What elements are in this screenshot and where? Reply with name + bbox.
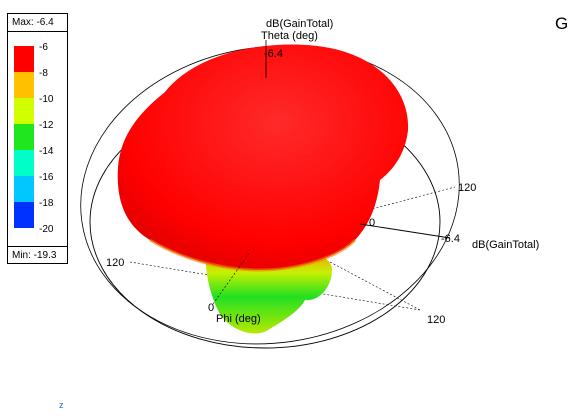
legend-tick: -20 <box>39 224 54 235</box>
legend-min-label: Min: -19.3 <box>8 246 67 263</box>
legend-tick: -14 <box>39 146 54 157</box>
phi-axis-line <box>212 251 251 305</box>
legend-swatch-blue <box>14 202 34 228</box>
right-value-label: -6.4 <box>441 233 460 245</box>
legend-tick: -8 <box>39 68 48 79</box>
mid-value-label: 0 <box>369 217 375 229</box>
pattern-back-lobe <box>205 252 333 334</box>
legend-tick: -6 <box>39 42 48 53</box>
phi-axis-label: Phi (deg) <box>216 313 261 325</box>
legend-swatch-green <box>14 124 34 150</box>
right-tick-120-label: 120 <box>458 182 476 194</box>
left-tick-120-label: 120 <box>106 257 124 269</box>
legend-swatch-cyan <box>14 176 34 202</box>
axis-triad-z-icon: z <box>59 400 64 410</box>
grid-axis-line <box>129 261 421 311</box>
theta-axis-label: Theta (deg) <box>261 30 318 42</box>
gain-axis-line <box>359 223 451 239</box>
legend-swatch-aqua <box>14 150 34 176</box>
top-value-label: -6.4 <box>264 48 283 60</box>
right-quantity-label: dB(GainTotal) <box>472 239 539 251</box>
legend-swatch-orange <box>14 72 34 98</box>
window-title-fragment: G <box>555 14 569 33</box>
color-scale-legend: Max: -6.4 -6 -8 -10 -12 -14 -16 -18 -20 … <box>7 13 68 264</box>
pattern-main-lobe <box>117 44 409 270</box>
phi-zero-label: 0 <box>208 302 214 314</box>
legend-tick: -12 <box>39 120 54 131</box>
pattern-lobe-rim <box>149 238 357 272</box>
legend-tick: -10 <box>39 94 54 105</box>
axis-triad-z-label: z <box>59 400 64 410</box>
legend-swatch-yellow <box>14 98 34 124</box>
bottom-tick-120-label: 120 <box>427 314 445 326</box>
legend-swatch-red <box>14 46 34 72</box>
top-quantity-label: dB(GainTotal) <box>266 18 333 30</box>
legend-max-label: Max: -6.4 <box>8 14 67 32</box>
legend-tick: -16 <box>39 172 54 183</box>
grid-axis-line <box>329 261 421 311</box>
legend-tick: -18 <box>39 198 54 209</box>
